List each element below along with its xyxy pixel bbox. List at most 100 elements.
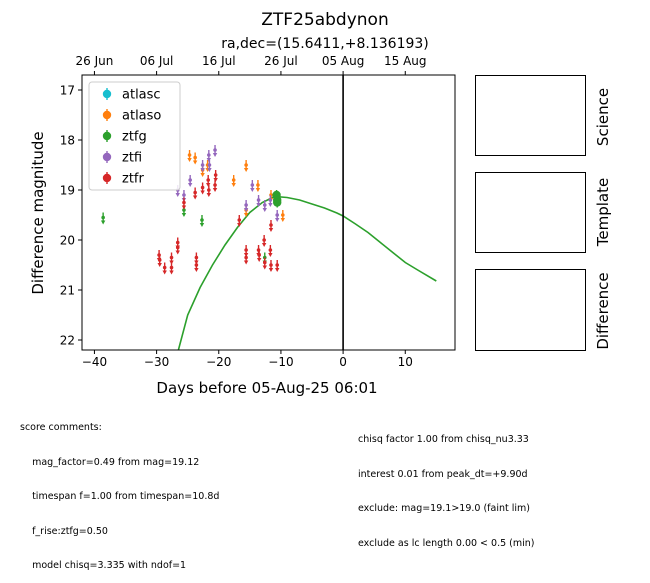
data-limit-arrow: [187, 158, 192, 162]
data-limit-arrow: [181, 205, 187, 210]
template-label: Template: [594, 178, 612, 247]
data-point: [200, 163, 205, 167]
y-tick-label: 21: [60, 284, 75, 298]
data-point: [169, 255, 174, 260]
y-tick-label: 17: [60, 84, 75, 98]
data-point: [280, 213, 285, 217]
data-point: [244, 248, 248, 252]
data-point: [188, 178, 192, 182]
data-point: [193, 155, 197, 160]
data-point: [257, 253, 261, 257]
data-point: [101, 215, 105, 220]
data-point: [275, 213, 280, 217]
data-point: [256, 198, 261, 202]
comment-line: model chisq=3.335 with ndof=1: [20, 560, 187, 571]
data-point: [175, 245, 180, 250]
data-limit-arrow: [200, 190, 205, 195]
data-point: [157, 258, 162, 262]
score-comments-left: score comments: mag_factor=0.49 from mag…: [20, 399, 219, 583]
data-limit-arrow: [275, 218, 280, 222]
data-limit-arrow: [192, 160, 198, 165]
data-limit-arrow: [192, 195, 198, 200]
data-point: [213, 148, 217, 152]
data-limit-arrow: [175, 250, 180, 255]
comment-line: exclude as lc length 0.00 < 0.5 (min): [358, 537, 535, 549]
data-limit-arrow: [256, 203, 261, 207]
data-limit-arrow: [231, 183, 236, 187]
data-point: [244, 255, 248, 260]
score-comments-right: chisq factor 1.00 from chisq_nu3.33 inte…: [358, 411, 535, 561]
difference-label: Difference: [594, 272, 612, 349]
data-point: [182, 193, 186, 197]
legend-marker: [102, 152, 112, 162]
science-panel: [475, 75, 586, 156]
data-limit-arrow: [255, 188, 261, 192]
comment-line: mag_factor=0.49 from mag=19.12: [20, 456, 200, 468]
data-limit-arrow: [212, 153, 218, 157]
data-point: [193, 190, 197, 195]
x-axis-label: Days before 05-Aug-25 06:01: [156, 379, 377, 397]
top-tick-label: 06 Jul: [140, 54, 174, 68]
data-point: [250, 183, 255, 187]
data-point: [207, 163, 212, 167]
data-point: [262, 260, 267, 265]
data-limit-arrow: [268, 228, 274, 232]
plot-area: −40 −30 −20 −10 0 10 26 Jun 06 Jul 16 Jul 26 Jul 0…: [60, 54, 456, 369]
data-point: [162, 265, 167, 270]
difference-panel: [475, 269, 586, 351]
data-point: [187, 153, 192, 157]
legend-label: ztfg: [122, 130, 147, 145]
chart-subtitle: ra,dec=(15.6411,+8.136193): [221, 36, 429, 52]
data-point: [244, 203, 248, 207]
data-limit-arrow: [169, 270, 174, 275]
y-tick-label: 20: [60, 234, 75, 248]
x-tick-label: −30: [144, 355, 169, 369]
data-point: [206, 178, 210, 182]
data-point: [207, 188, 211, 192]
plot-data: [100, 75, 437, 350]
top-tick-label: 26 Jul: [264, 54, 298, 68]
model-curve: [177, 195, 437, 350]
data-limit-arrow: [213, 178, 218, 182]
comment-line: exclude: mag=19.1>19.0 (faint lim): [358, 503, 530, 514]
legend-label: atlasc: [122, 88, 161, 103]
top-tick-label: 16 Jul: [202, 54, 236, 68]
data-limit-arrow: [175, 193, 180, 197]
comment-line: score comments:: [20, 422, 102, 433]
data-point: [207, 153, 211, 157]
data-point: [262, 203, 267, 207]
y-tick-label: 19: [60, 184, 75, 198]
chart-title: ZTF25abdynon: [261, 10, 388, 30]
data-point: [268, 248, 273, 252]
data-limit-arrow: [206, 193, 212, 197]
data-point: [231, 178, 236, 182]
data-point: [182, 208, 186, 212]
legend-marker: [102, 131, 112, 141]
data-limit-arrow: [262, 265, 267, 270]
data-point: [256, 183, 260, 187]
data-limit-arrow: [243, 213, 249, 217]
data-limit-arrow: [200, 168, 205, 172]
data-limit-arrow: [268, 268, 274, 272]
data-point: [268, 198, 273, 202]
x-tick-label: 0: [339, 355, 347, 369]
data-point: [213, 183, 217, 187]
data-point: [200, 185, 205, 190]
plot-frame: [81, 74, 456, 351]
data-limit-arrow: [207, 168, 212, 172]
data-point: [273, 198, 282, 207]
data-limit-arrow: [200, 173, 205, 177]
data-limit-arrow: [157, 263, 162, 267]
data-limit-arrow: [162, 270, 167, 275]
y-axis-label: Difference magnitude: [29, 131, 47, 294]
data-point: [237, 218, 242, 222]
legend-box: [88, 81, 181, 191]
x-tick-label: −20: [206, 355, 231, 369]
legend-label: ztfi: [122, 151, 142, 166]
data-limit-arrow: [280, 218, 285, 222]
top-tick-label: 15 Aug: [384, 54, 427, 68]
data-limit-arrow: [261, 243, 267, 247]
data-limit-arrow: [243, 208, 249, 212]
data-limit-arrow: [237, 223, 242, 227]
lightcurve-figure: ZTF25abdynon ra,dec=(15.6411,+8.136193) …: [29, 10, 612, 397]
